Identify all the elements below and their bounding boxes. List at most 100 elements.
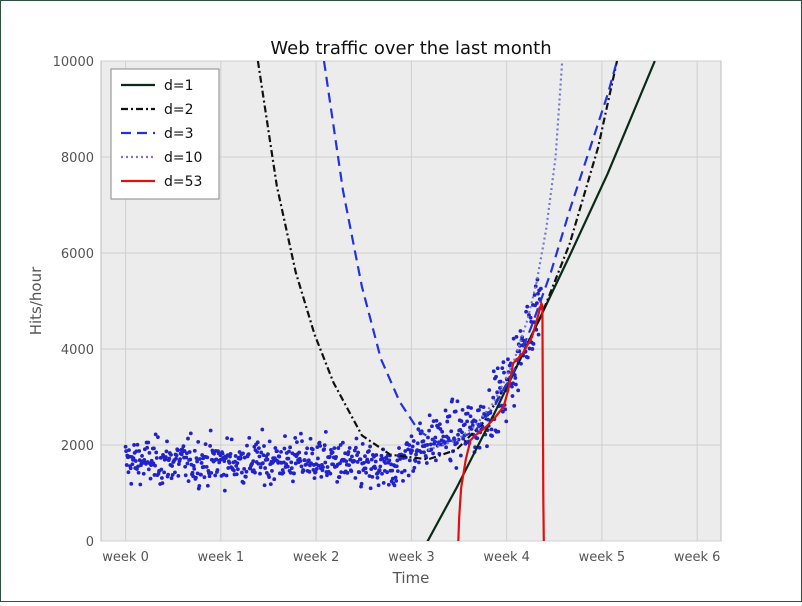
data-point — [140, 453, 144, 458]
data-point — [321, 465, 325, 470]
data-point — [454, 441, 459, 445]
data-point — [412, 465, 417, 470]
model-lines — [256, 61, 656, 541]
data-point — [169, 452, 173, 457]
data-point — [195, 459, 199, 464]
data-point — [253, 470, 257, 475]
data-point — [147, 450, 152, 455]
data-point — [410, 444, 415, 449]
data-point — [192, 467, 197, 471]
data-point — [502, 370, 506, 375]
data-point — [368, 486, 373, 491]
data-point — [319, 474, 324, 479]
data-point — [525, 304, 530, 309]
data-point — [322, 447, 327, 452]
data-point — [301, 468, 306, 473]
data-point — [519, 361, 523, 366]
data-point — [500, 366, 505, 370]
data-point — [123, 444, 128, 449]
data-point — [310, 451, 315, 456]
data-point — [174, 453, 179, 458]
data-point — [177, 462, 181, 466]
data-point — [199, 472, 203, 477]
data-point — [454, 466, 459, 470]
data-point — [462, 422, 467, 427]
data-point — [406, 473, 411, 478]
data-point — [323, 460, 328, 465]
data-point — [514, 334, 519, 339]
data-point — [327, 454, 332, 459]
data-point — [306, 458, 311, 463]
data-point — [184, 455, 189, 460]
data-point — [512, 403, 517, 408]
data-point — [316, 463, 321, 468]
data-point — [318, 444, 323, 448]
data-point — [298, 431, 303, 436]
data-point — [392, 483, 397, 488]
data-point — [148, 476, 153, 481]
data-point — [309, 461, 313, 466]
data-point — [129, 481, 134, 486]
data-point — [159, 476, 164, 480]
data-point — [340, 440, 345, 445]
data-point — [424, 461, 429, 465]
data-point — [225, 436, 230, 441]
data-point — [159, 467, 164, 472]
data-point — [468, 414, 473, 419]
data-point — [291, 479, 295, 484]
data-point — [469, 406, 473, 410]
data-point — [275, 449, 279, 454]
data-point — [380, 456, 385, 461]
data-point — [288, 470, 293, 475]
data-point — [170, 464, 174, 468]
data-point — [260, 427, 265, 432]
data-point — [339, 470, 344, 475]
data-point — [202, 475, 207, 480]
data-point — [128, 466, 133, 471]
data-point — [434, 418, 439, 423]
data-point — [498, 379, 503, 384]
data-point — [220, 451, 225, 456]
data-point — [395, 458, 400, 463]
data-point — [390, 468, 395, 473]
data-point — [214, 457, 219, 462]
y-tick-label: 4000 — [61, 343, 94, 358]
data-point — [242, 455, 247, 460]
data-point — [267, 439, 272, 444]
data-point — [178, 457, 182, 462]
data-point — [224, 473, 229, 478]
data-point — [364, 470, 369, 475]
data-point — [194, 475, 198, 480]
data-point — [444, 445, 449, 450]
data-point — [354, 445, 358, 450]
data-point — [190, 470, 195, 475]
y-tick-label: 10000 — [53, 55, 94, 70]
data-point — [429, 447, 434, 452]
data-point — [345, 470, 350, 475]
data-point — [478, 404, 483, 409]
legend-label: d=10 — [164, 150, 202, 166]
data-point — [310, 447, 315, 452]
data-point — [460, 430, 464, 435]
series-line-d2 — [256, 61, 619, 461]
data-point — [490, 434, 494, 438]
data-point — [530, 347, 535, 351]
data-point — [233, 454, 238, 458]
data-point — [163, 455, 168, 459]
data-point — [141, 471, 146, 476]
data-point — [222, 488, 227, 493]
data-point — [448, 458, 453, 463]
data-point — [304, 462, 309, 467]
data-point — [299, 464, 304, 469]
data-point — [487, 388, 492, 393]
data-point — [164, 449, 169, 454]
data-point — [134, 449, 139, 454]
data-point — [293, 461, 298, 466]
data-point — [186, 436, 190, 441]
data-point — [228, 452, 233, 456]
data-point — [282, 446, 287, 451]
data-point — [260, 461, 265, 466]
data-point — [489, 427, 494, 432]
